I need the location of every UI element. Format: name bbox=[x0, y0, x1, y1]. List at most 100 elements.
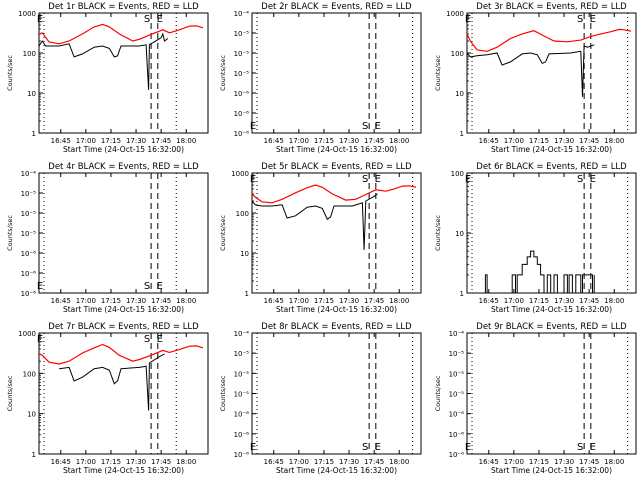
x-tick-label: 17:45 bbox=[364, 297, 384, 305]
y-tick-label: 10⁻⁵ bbox=[234, 391, 250, 399]
marker-label-e: E bbox=[590, 174, 596, 185]
lld-series-line bbox=[466, 28, 632, 52]
y-tick-label: 10 bbox=[27, 90, 36, 98]
y-axis-label: Counts/sec bbox=[219, 55, 227, 91]
marker-label-s: S bbox=[362, 174, 368, 185]
y-axis-label: Counts/sec bbox=[6, 215, 14, 251]
events-series-line bbox=[38, 32, 169, 90]
x-axis-label: Start Time (24-Oct-15 16:32:00) bbox=[63, 466, 184, 475]
marker-label-e: E bbox=[375, 121, 381, 132]
x-tick-label: 17:00 bbox=[76, 297, 96, 305]
x-tick-label: 17:15 bbox=[314, 137, 334, 145]
panel-title: Det 6r BLACK = Events, RED = LLD bbox=[476, 162, 627, 172]
y-tick-label: 10⁻⁵ bbox=[449, 370, 465, 378]
y-tick-label: 10⁻⁵ bbox=[21, 190, 37, 198]
x-tick-label: 16:45 bbox=[264, 458, 284, 466]
y-tick-label: 10⁻⁶ bbox=[234, 451, 250, 459]
x-axis-label: Start Time (24-Oct-15 16:32:00) bbox=[63, 145, 184, 154]
marker-label-e: E bbox=[375, 174, 381, 185]
marker-label-e: E bbox=[590, 14, 596, 25]
y-tick-label: 1000 bbox=[18, 10, 36, 18]
marker-label-e: E bbox=[250, 121, 256, 132]
x-tick-label: 17:45 bbox=[579, 137, 599, 145]
x-axis-label: Start Time (24-Oct-15 16:32:00) bbox=[276, 466, 397, 475]
y-axis-label: Counts/sec bbox=[434, 375, 442, 411]
y-tick-label: 100 bbox=[451, 50, 464, 58]
panel-title: Det 1r BLACK = Events, RED = LLD bbox=[48, 2, 199, 12]
x-tick-label: 16:45 bbox=[479, 137, 499, 145]
y-tick-label: 10⁻⁶ bbox=[234, 130, 250, 138]
y-tick-label: 10⁻⁵ bbox=[449, 391, 465, 399]
axes-box bbox=[251, 332, 422, 455]
detector-panel: Det 5r BLACK = Events, RED = LLD 1 10 100 10… bbox=[219, 162, 422, 314]
marker-label-e: E bbox=[465, 442, 471, 453]
x-tick-label: 17:30 bbox=[126, 458, 146, 466]
y-tick-label: 1 bbox=[460, 130, 464, 138]
marker-label-s: S bbox=[577, 174, 583, 185]
marker-label-e: E bbox=[157, 281, 163, 292]
marker-label-e: E bbox=[465, 174, 471, 185]
marker-label-s: S bbox=[577, 14, 583, 25]
y-tick-label: 10⁻⁶ bbox=[21, 250, 37, 258]
x-tick-label: 17:00 bbox=[76, 137, 96, 145]
detector-panel: Det 2r BLACK = Events, RED = LLD 10⁻⁶ 10⁻⁶… bbox=[219, 2, 422, 154]
marker-label-e: E bbox=[157, 14, 163, 25]
y-axis-label: Counts/sec bbox=[219, 375, 227, 411]
lld-series-line bbox=[38, 343, 204, 365]
x-tick-label: 17:15 bbox=[101, 297, 121, 305]
x-tick-label: 17:45 bbox=[151, 137, 171, 145]
marker-label-e: E bbox=[37, 14, 43, 25]
x-tick-label: 17:15 bbox=[529, 458, 549, 466]
marker-label-e: E bbox=[157, 334, 163, 345]
x-tick-label: 18:00 bbox=[604, 458, 624, 466]
marker-label-e: E bbox=[250, 442, 256, 453]
x-tick-label: 17:30 bbox=[339, 458, 359, 466]
x-tick-label: 17:15 bbox=[101, 137, 121, 145]
x-tick-label: 16:45 bbox=[264, 297, 284, 305]
x-tick-label: 16:45 bbox=[51, 458, 71, 466]
panel-title: Det 3r BLACK = Events, RED = LLD bbox=[476, 2, 627, 12]
y-tick-label: 10⁻⁴ bbox=[21, 170, 37, 178]
axes-box bbox=[38, 172, 209, 294]
detector-panel: Det 3r BLACK = Events, RED = LLD 1 10 100 10… bbox=[434, 2, 637, 154]
x-tick-label: 16:45 bbox=[51, 297, 71, 305]
panel-title: Det 4r BLACK = Events, RED = LLD bbox=[48, 162, 199, 172]
y-tick-label: 1 bbox=[245, 290, 249, 298]
x-tick-label: 17:00 bbox=[289, 137, 309, 145]
x-tick-label: 17:00 bbox=[289, 297, 309, 305]
y-tick-label: 10⁻⁵ bbox=[234, 70, 250, 78]
y-tick-label: 10⁻⁵ bbox=[234, 350, 250, 358]
x-tick-label: 16:45 bbox=[264, 137, 284, 145]
x-tick-label: 17:00 bbox=[76, 458, 96, 466]
y-tick-label: 10⁻⁵ bbox=[21, 210, 37, 218]
y-axis-label: Counts/sec bbox=[219, 215, 227, 251]
y-tick-label: 10 bbox=[455, 90, 464, 98]
detector-panel: Det 9r BLACK = Events, RED = LLD 10⁻⁶ 10⁻⁶… bbox=[434, 322, 637, 475]
panel-title: Det 5r BLACK = Events, RED = LLD bbox=[261, 162, 412, 172]
events-series-line bbox=[59, 353, 165, 411]
detector-panel: Det 7r BLACK = Events, RED = LLD 1 10 100 10… bbox=[6, 322, 209, 475]
x-axis-label: Start Time (24-Oct-15 16:32:00) bbox=[63, 305, 184, 314]
x-tick-label: 17:45 bbox=[364, 458, 384, 466]
x-tick-label: 18:00 bbox=[389, 137, 409, 145]
axes-box bbox=[38, 332, 209, 455]
y-tick-label: 1000 bbox=[446, 10, 464, 18]
y-tick-label: 10⁻⁶ bbox=[234, 90, 250, 98]
x-tick-label: 18:00 bbox=[604, 297, 624, 305]
x-tick-label: 17:45 bbox=[579, 458, 599, 466]
x-tick-label: 17:15 bbox=[529, 137, 549, 145]
x-tick-label: 17:30 bbox=[554, 297, 574, 305]
y-tick-label: 10⁻⁴ bbox=[449, 330, 465, 338]
x-tick-label: 17:00 bbox=[289, 458, 309, 466]
panel-title: Det 8r BLACK = Events, RED = LLD bbox=[261, 322, 412, 332]
marker-label-e: E bbox=[37, 334, 43, 345]
x-tick-label: 17:00 bbox=[504, 137, 524, 145]
marker-label-s: S bbox=[362, 121, 368, 132]
events-series-line bbox=[483, 250, 595, 294]
y-tick-label: 10⁻⁴ bbox=[234, 10, 250, 18]
marker-label-e: E bbox=[375, 442, 381, 453]
y-tick-label: 10⁻⁵ bbox=[234, 30, 250, 38]
x-tick-label: 17:45 bbox=[151, 297, 171, 305]
x-axis-label: Start Time (24-Oct-15 16:32:00) bbox=[276, 305, 397, 314]
x-tick-label: 16:45 bbox=[479, 458, 499, 466]
